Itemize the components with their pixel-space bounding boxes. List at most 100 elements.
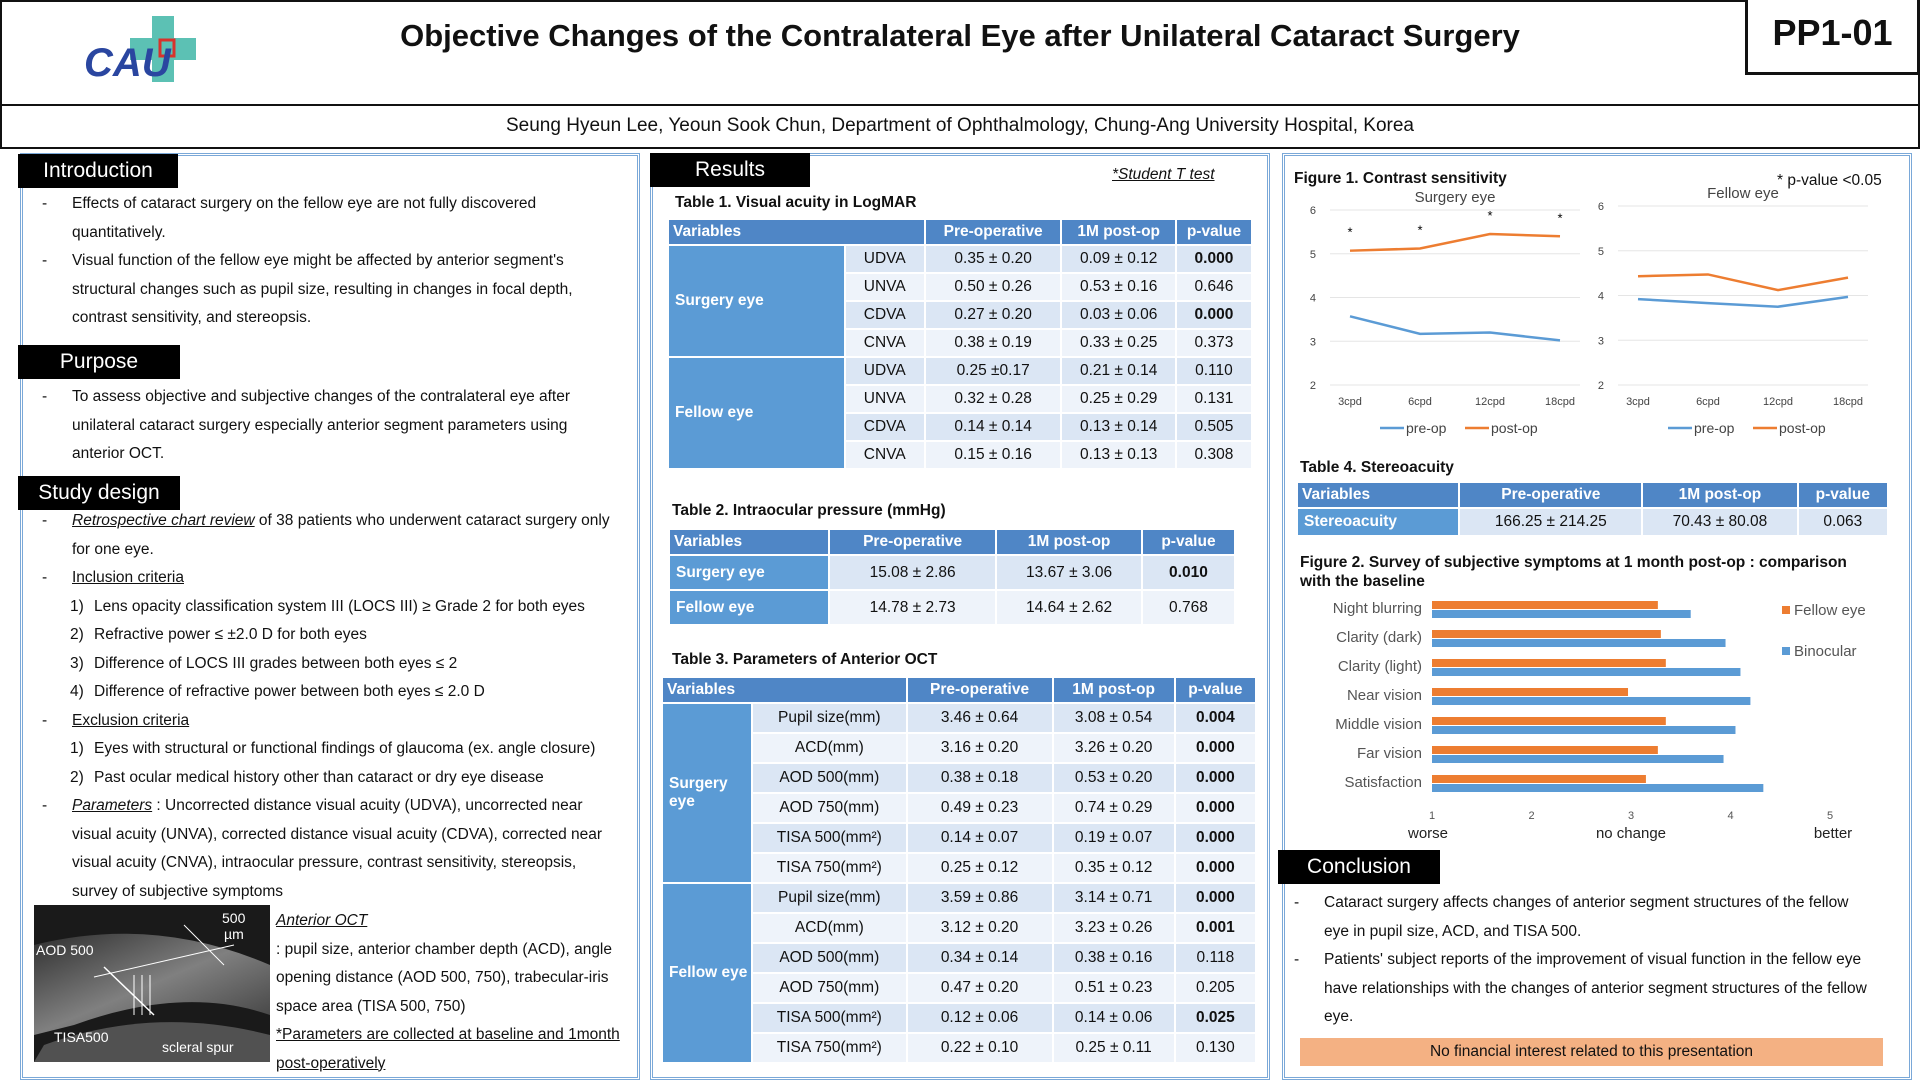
table-cell: 3.12 ± 0.20 — [905, 912, 1054, 944]
table1-caption: Table 1. Visual acuity in LogMAR — [675, 194, 917, 211]
table-cell: 0.14 ± 0.14 — [923, 412, 1063, 442]
table-row: CDVA 0.27 ± 0.20 0.03 ± 0.06 0.000 — [668, 300, 1254, 330]
table-cell: 0.000 — [1173, 732, 1258, 764]
table-cell: 0.21 ± 0.14 — [1060, 356, 1177, 386]
intro-bullet: Effects of cataract surgery on the fello… — [42, 190, 612, 247]
table-cell: 3.26 ± 0.20 — [1051, 732, 1176, 764]
table-header: p-value — [1796, 481, 1890, 509]
table-cell: 0.35 ± 0.20 — [923, 244, 1063, 274]
series-line-post-op — [1349, 232, 1561, 252]
table-header: Pre-operative — [905, 676, 1054, 704]
y-tick-label: 3 — [1598, 335, 1604, 347]
legend-label: Fellow eye — [1794, 602, 1866, 619]
y-tick-label: 6 — [1598, 201, 1604, 213]
purpose-heading: Purpose — [18, 345, 180, 379]
table-cell: 3.23 ± 0.26 — [1051, 912, 1176, 944]
excl-item: 2) Past ocular medical history other than… — [70, 768, 544, 786]
table-cell: 0.09 ± 0.12 — [1060, 244, 1177, 274]
category-label: Clarity (dark) — [1336, 629, 1422, 646]
figure1-caption: Figure 1. Contrast sensitivity — [1294, 170, 1507, 187]
y-tick-label: 5 — [1310, 249, 1316, 261]
table-cell: TISA 500(mm²) — [751, 1002, 908, 1034]
table-row: TISA 750(mm²) 0.22 ± 0.10 0.25 ± 0.11 0.130 — [662, 1032, 1258, 1064]
x-tick-label: 5 — [1827, 810, 1833, 822]
table-row: UNVA 0.50 ± 0.26 0.53 ± 0.16 0.646 — [668, 272, 1254, 302]
table-header: 1M post-op — [1060, 218, 1177, 246]
table-cell: 0.000 — [1174, 244, 1254, 274]
table-cell: 0.19 ± 0.07 — [1051, 822, 1176, 854]
figure2-caption: Figure 2. Survey of subjective symptoms … — [1300, 554, 1847, 590]
y-tick-label: 5 — [1598, 246, 1604, 258]
table-row: TISA 500(mm²) 0.12 ± 0.06 0.14 ± 0.06 0.025 — [662, 1002, 1258, 1034]
left-column — [20, 153, 640, 1080]
table-cell: 0.12 ± 0.06 — [905, 1002, 1054, 1034]
table-header: p-value — [1173, 676, 1258, 704]
table-cell: AOD 750(mm) — [751, 792, 908, 824]
contrast-chart-surgery: Surgery eye 2 3 4 5 6 3cpd 6cpd 12cpd 18cpd * * * * pr… — [1310, 190, 1580, 436]
x-tick-label: 4 — [1727, 810, 1733, 822]
table-row-label: Fellow eye — [667, 589, 831, 626]
design-heading: Study design — [18, 476, 180, 510]
legend-label: pre-op — [1406, 420, 1447, 436]
y-tick-label: 6 — [1310, 205, 1316, 217]
table-row-label: Surgery eye — [667, 554, 831, 591]
table-cell: 0.33 ± 0.25 — [1060, 328, 1177, 358]
disclaimer-bar: No financial interest related to this pr… — [1300, 1038, 1883, 1066]
table-row: AOD 500(mm) 0.38 ± 0.18 0.53 ± 0.20 0.000 — [662, 762, 1258, 794]
y-tick-label: 3 — [1310, 336, 1316, 348]
table-cell: 0.004 — [1173, 702, 1258, 734]
bar-binocular — [1432, 639, 1726, 647]
significance-mark: * — [1347, 225, 1352, 240]
table-cell: 0.13 ± 0.13 — [1060, 440, 1177, 470]
table-row: AOD 750(mm) 0.47 ± 0.20 0.51 ± 0.23 0.205 — [662, 972, 1258, 1004]
table3-caption: Table 3. Parameters of Anterior OCT — [672, 651, 938, 668]
table3-anterior-oct: Variables Pre-operative 1M post-op p-value … — [661, 676, 1258, 1064]
table-cell: Pupil size(mm) — [751, 882, 908, 914]
y-tick-label: 4 — [1598, 291, 1604, 303]
series-line-pre-op — [1349, 315, 1561, 342]
table-cell: 3.14 ± 0.71 — [1051, 882, 1176, 914]
table-cell: 3.59 ± 0.86 — [905, 882, 1054, 914]
table-cell: 0.000 — [1173, 882, 1258, 914]
table-cell: CNVA — [843, 440, 926, 470]
table-cell: 0.22 ± 0.10 — [905, 1032, 1054, 1064]
conclusion-text: Cataract surgery affects changes of ante… — [1294, 889, 1874, 1032]
table-group-label: Fellow eye — [661, 882, 753, 1064]
design-parameters: Parameters : Uncorrected distance visual… — [42, 792, 622, 906]
bar-binocular — [1432, 697, 1751, 705]
purpose-text: To assess objective and subjective chang… — [42, 383, 602, 469]
x-tick-label: 2 — [1528, 810, 1534, 822]
svg-text:500: 500 — [222, 910, 246, 926]
table-cell: 0.53 ± 0.16 — [1060, 272, 1177, 302]
table-cell: UDVA — [843, 244, 926, 274]
table-row: UNVA 0.32 ± 0.28 0.25 ± 0.29 0.131 — [668, 384, 1254, 414]
table-cell: 0.14 ± 0.06 — [1051, 1002, 1176, 1034]
table-cell: UNVA — [843, 384, 926, 414]
table-cell: 0.373 — [1174, 328, 1254, 358]
table-cell: 0.505 — [1174, 412, 1254, 442]
svg-text:TISA500: TISA500 — [54, 1029, 109, 1045]
table-cell: 0.25 ± 0.29 — [1060, 384, 1177, 414]
table-cell: 0.14 ± 0.07 — [905, 822, 1054, 854]
series-line-pre-op — [1637, 295, 1849, 308]
table-cell: 0.308 — [1174, 440, 1254, 470]
design-inclusion: Inclusion criteria — [42, 564, 622, 593]
bar-binocular — [1432, 610, 1691, 618]
table-cell: 0.74 ± 0.29 — [1051, 792, 1176, 824]
ttest-note: *Student T test — [1112, 166, 1215, 183]
category-label: Near vision — [1347, 687, 1422, 704]
svg-text:µm: µm — [224, 926, 244, 942]
x-tick-label: 6cpd — [1408, 396, 1432, 408]
table-cell: Pupil size(mm) — [751, 702, 908, 734]
significance-mark: * — [1557, 210, 1562, 225]
table-cell: 0.47 ± 0.20 — [905, 972, 1054, 1004]
table-row: CNVA 0.15 ± 0.16 0.13 ± 0.13 0.308 — [668, 440, 1254, 470]
y-tick-label: 2 — [1598, 380, 1604, 392]
category-label: Night blurring — [1333, 600, 1422, 617]
purpose-bullet: To assess objective and subjective chang… — [42, 383, 602, 469]
table-cell: 0.35 ± 0.12 — [1051, 852, 1176, 884]
table-cell: ACD(mm) — [751, 912, 908, 944]
table4-caption: Table 4. Stereoacuity — [1300, 459, 1454, 476]
table-cell: 0.38 ± 0.19 — [923, 328, 1063, 358]
table-row: Surgery eye UDVA 0.35 ± 0.20 0.09 ± 0.12 0.0… — [667, 244, 1254, 358]
